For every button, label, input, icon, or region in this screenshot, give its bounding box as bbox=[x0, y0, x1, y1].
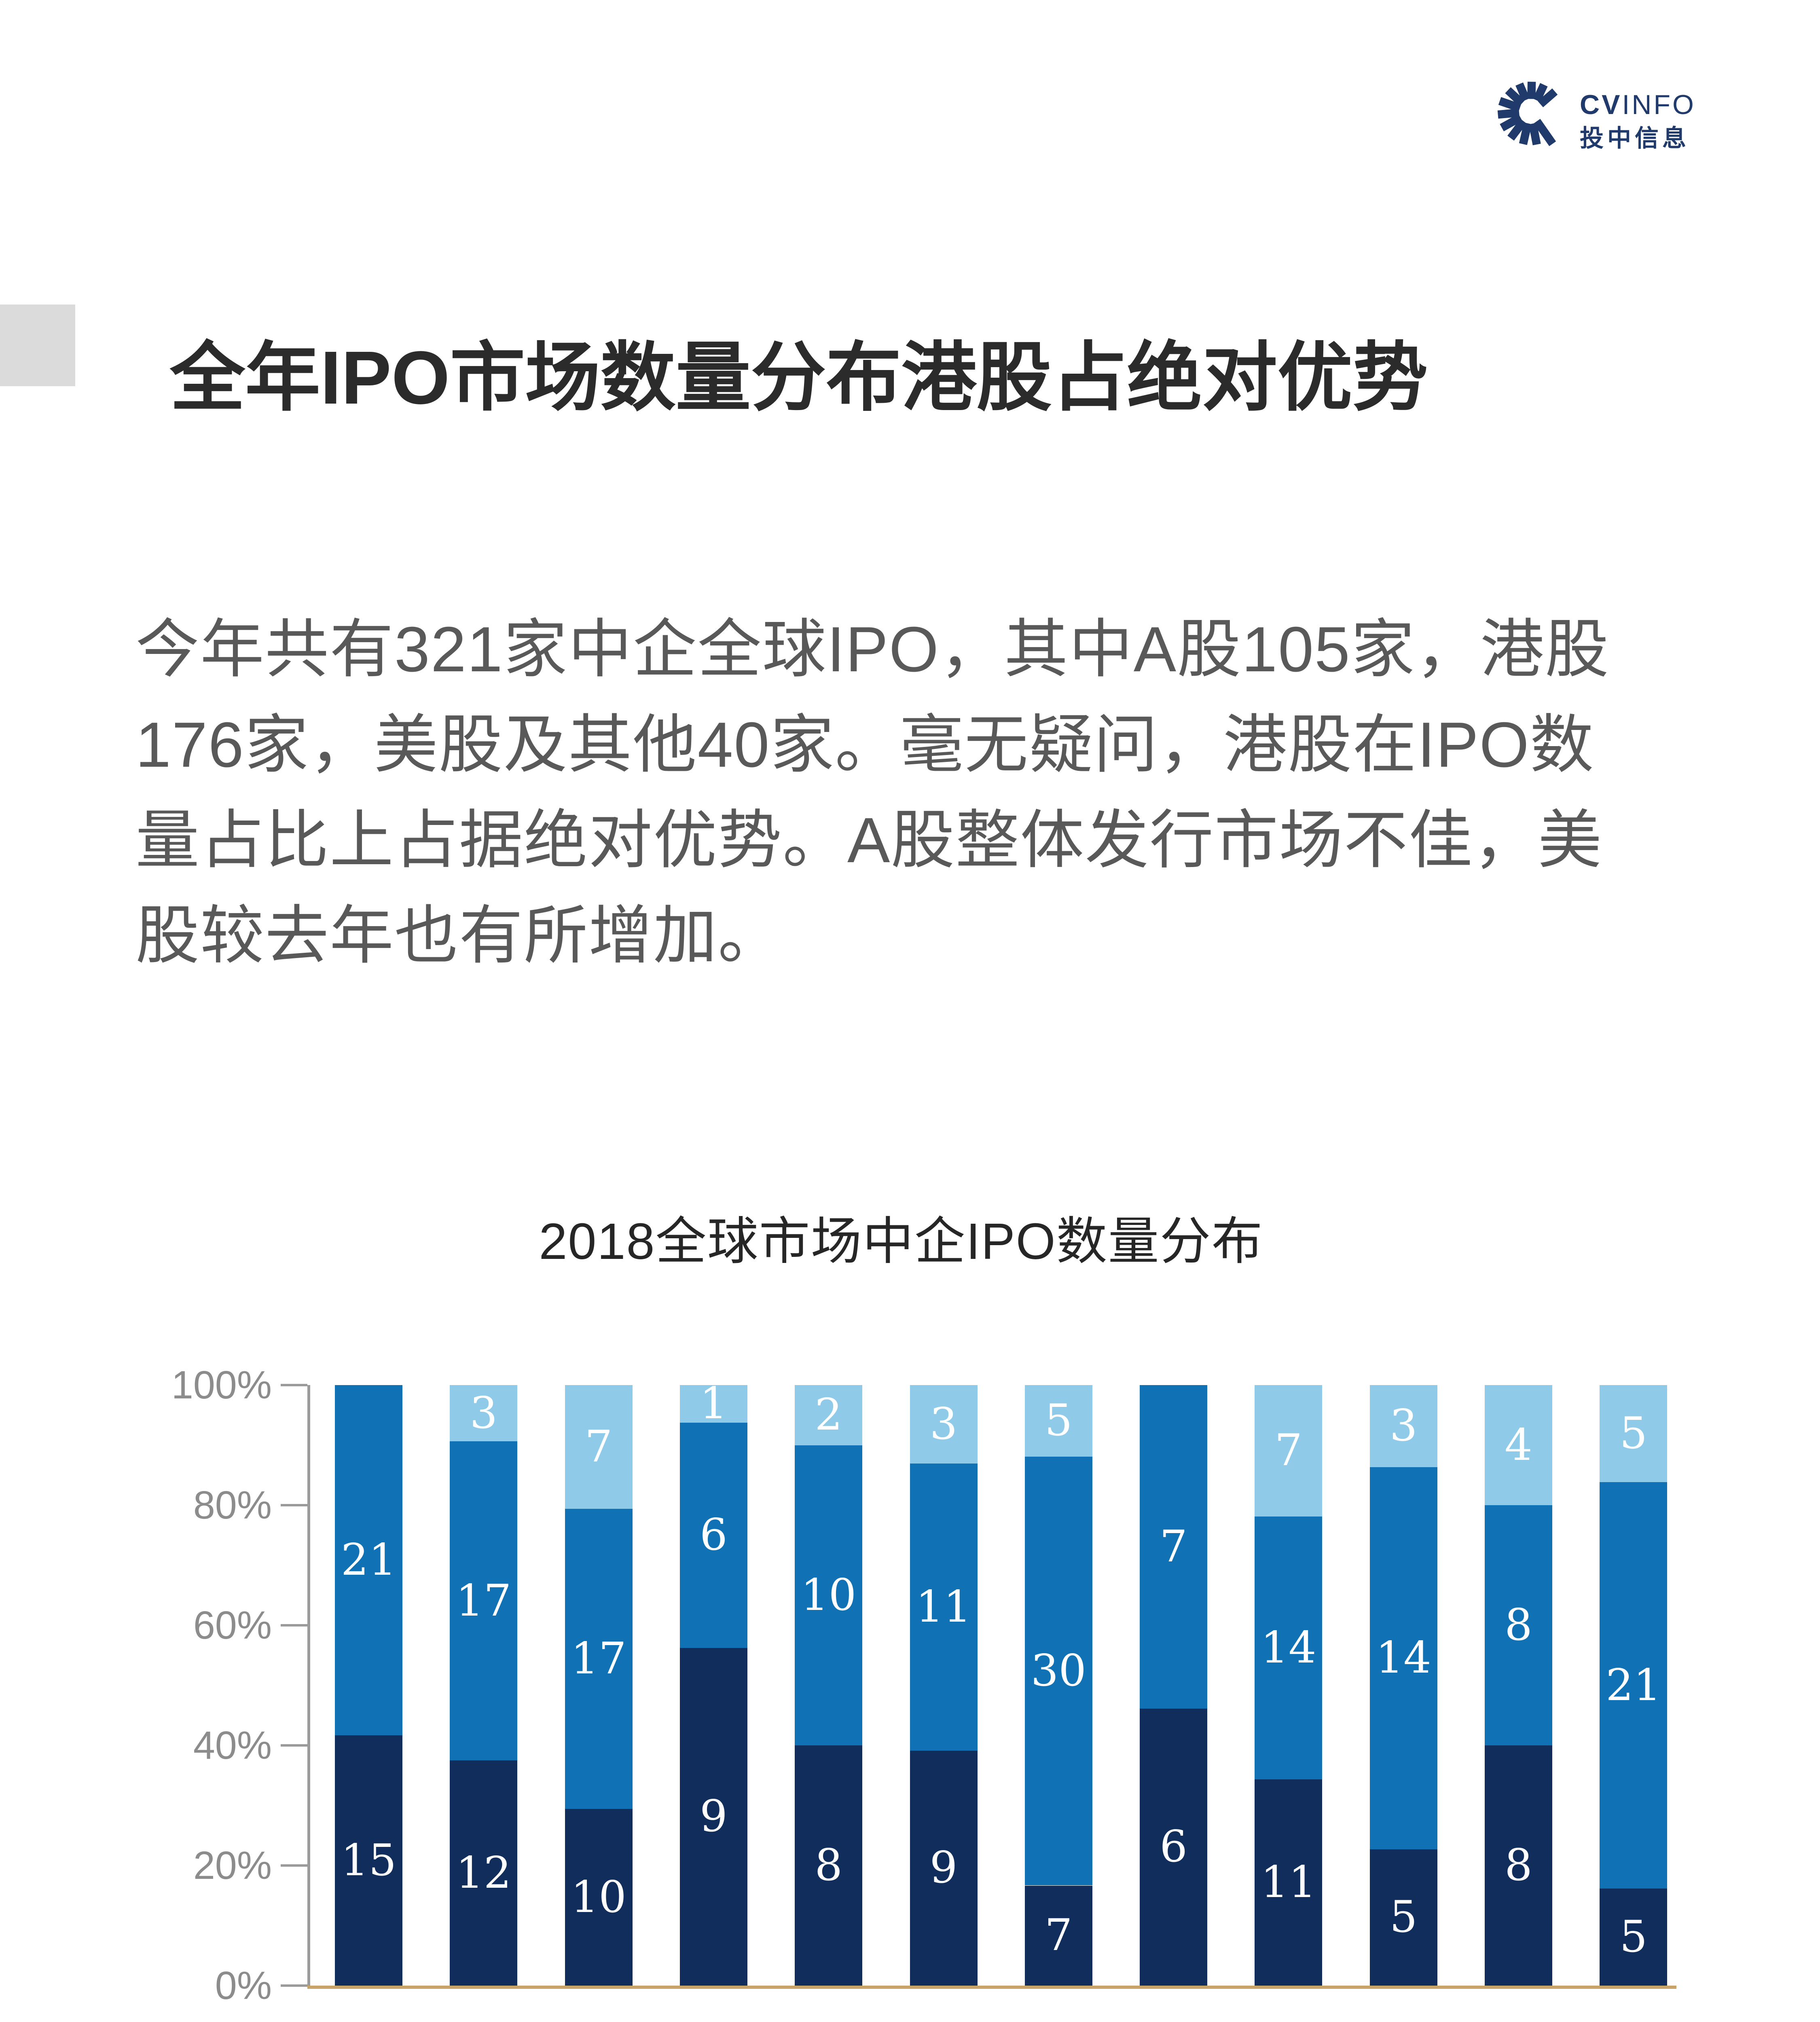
page-title: 全年IPO市场数量分布港股占绝对优势 bbox=[170, 336, 1428, 420]
bar-value-label: 5 bbox=[1619, 1912, 1648, 1963]
bar-segment-A股 bbox=[1255, 1779, 1323, 1986]
bar-value-label: 8 bbox=[1505, 1600, 1532, 1650]
bar-segment-港股 bbox=[1369, 1467, 1437, 1849]
bar-value-label: 9 bbox=[700, 1791, 728, 1842]
bar-value-label: 3 bbox=[929, 1398, 958, 1449]
bar-segment-A股 bbox=[565, 1809, 633, 1986]
bar-value-label: 7 bbox=[1274, 1425, 1303, 1476]
y-axis-line bbox=[307, 1385, 310, 1989]
bar-segment-A股 bbox=[1024, 1885, 1092, 1986]
bar-segment-A股 bbox=[1485, 1745, 1552, 1986]
y-axis-tick-label: 60% bbox=[193, 1603, 272, 1647]
bar-segment-美股及其他 bbox=[910, 1385, 978, 1464]
bar-value-label: 14 bbox=[1261, 1622, 1316, 1673]
bar-segment-美股及其他 bbox=[795, 1385, 863, 1445]
bar-value-label: 2 bbox=[815, 1390, 843, 1440]
bar-value-label: 15 bbox=[341, 1835, 397, 1886]
bar-segment-港股 bbox=[1600, 1482, 1668, 1889]
y-axis-tick-label: 100% bbox=[171, 1363, 272, 1407]
bar-segment-港股 bbox=[910, 1463, 978, 1751]
y-axis-tick-label: 20% bbox=[193, 1843, 272, 1887]
y-axis-tick-label: 0% bbox=[215, 1963, 272, 2007]
bar-value-label: 17 bbox=[456, 1575, 512, 1626]
bar-segment-A股 bbox=[1369, 1849, 1437, 1986]
brand-info: INFO bbox=[1622, 89, 1696, 120]
bar-value-label: 17 bbox=[571, 1633, 626, 1684]
bar-value-label: 7 bbox=[1044, 1910, 1073, 1961]
bar-segment-港股 bbox=[1485, 1505, 1552, 1745]
y-axis-tick bbox=[281, 1984, 307, 1987]
bar-value-label: 5 bbox=[1389, 1892, 1418, 1943]
bar-value-label: 10 bbox=[800, 1569, 857, 1620]
bar-value-label: 8 bbox=[815, 1840, 843, 1891]
y-axis-tick bbox=[281, 1624, 307, 1626]
bar-segment-A股 bbox=[450, 1760, 518, 1986]
title-accent-block bbox=[0, 305, 75, 386]
bar-value-label: 12 bbox=[456, 1847, 512, 1898]
y-axis-tick bbox=[281, 1744, 307, 1747]
bar-value-label: 14 bbox=[1376, 1633, 1431, 1683]
bar-segment-港股 bbox=[1024, 1456, 1092, 1886]
summary-line: 股较去年也有所增加。 bbox=[135, 900, 783, 971]
chart-title: 2018全球市场中企IPO数量分布 bbox=[539, 1213, 1263, 1270]
bar-value-label: 3 bbox=[470, 1387, 498, 1438]
y-axis-tick bbox=[281, 1864, 307, 1867]
bar-segment-A股 bbox=[335, 1735, 402, 1986]
bar-segment-美股及其他 bbox=[1600, 1385, 1668, 1482]
summary-paragraph: 今年共有321家中企全球IPO，其中A股105家，港股 176家，美股及其他40… bbox=[135, 602, 1713, 984]
y-axis-tick-label: 40% bbox=[193, 1723, 272, 1767]
bar-value-label: 11 bbox=[916, 1581, 971, 1632]
y-axis-tick bbox=[281, 1504, 307, 1506]
bar-value-label: 1 bbox=[700, 1378, 728, 1429]
bar-value-label: 10 bbox=[571, 1872, 626, 1923]
bar-value-label: 21 bbox=[1606, 1660, 1661, 1711]
bar-segment-美股及其他 bbox=[1485, 1385, 1552, 1505]
bar-segment-港股 bbox=[1140, 1385, 1208, 1709]
bar-segment-A股 bbox=[910, 1750, 978, 1986]
bar-segment-A股 bbox=[795, 1745, 863, 1986]
brand-name-cn: 投中信息 bbox=[1580, 125, 1690, 152]
cvinfo-burst-icon bbox=[1497, 82, 1558, 146]
bar-segment-A股 bbox=[1140, 1708, 1208, 1986]
x-axis-baseline bbox=[307, 1986, 1676, 1989]
bar-segment-美股及其他 bbox=[565, 1385, 633, 1509]
bar-value-label: 8 bbox=[1505, 1840, 1532, 1891]
bar-segment-美股及其他 bbox=[1255, 1385, 1323, 1516]
bar-value-label: 9 bbox=[929, 1842, 958, 1893]
bar-value-label: 6 bbox=[700, 1510, 728, 1561]
bar-value-label: 5 bbox=[1044, 1395, 1073, 1446]
summary-line: 量占比上占据绝对优势。A股整体发行市场不佳，美 bbox=[135, 805, 1603, 876]
y-axis-tick bbox=[281, 1384, 307, 1386]
bar-segment-港股 bbox=[795, 1445, 863, 1745]
summary-line: 今年共有321家中企全球IPO，其中A股105家，港股 bbox=[135, 614, 1610, 685]
bar-segment-美股及其他 bbox=[1369, 1385, 1437, 1467]
bar-segment-美股及其他 bbox=[450, 1385, 518, 1442]
bar-value-label: 11 bbox=[1261, 1857, 1316, 1908]
bar-value-label: 6 bbox=[1160, 1821, 1187, 1872]
bar-segment-港股 bbox=[679, 1422, 747, 1648]
bar-value-label: 7 bbox=[584, 1421, 613, 1472]
bar-segment-港股 bbox=[335, 1385, 402, 1736]
bar-segment-港股 bbox=[1255, 1516, 1323, 1779]
bar-value-label: 21 bbox=[341, 1535, 397, 1586]
bar-segment-A股 bbox=[679, 1648, 747, 1986]
brand-cv: CV bbox=[1580, 89, 1622, 120]
bar-value-label: 5 bbox=[1619, 1408, 1648, 1459]
y-axis-tick-label: 80% bbox=[193, 1483, 272, 1527]
bar-value-label: 3 bbox=[1389, 1400, 1418, 1451]
brand-name-en: CVINFO bbox=[1580, 89, 1696, 121]
bar-segment-美股及其他 bbox=[1024, 1385, 1092, 1457]
bar-segment-港股 bbox=[565, 1508, 633, 1809]
summary-line: 176家，美股及其他40家。毫无疑问，港股在IPO数 bbox=[135, 709, 1595, 780]
bar-value-label: 4 bbox=[1505, 1419, 1532, 1470]
bar-segment-美股及其他 bbox=[679, 1385, 747, 1423]
bar-value-label: 30 bbox=[1031, 1646, 1087, 1696]
bar-segment-A股 bbox=[1600, 1889, 1668, 1986]
bar-value-label: 7 bbox=[1160, 1521, 1187, 1572]
bar-segment-港股 bbox=[450, 1441, 518, 1761]
